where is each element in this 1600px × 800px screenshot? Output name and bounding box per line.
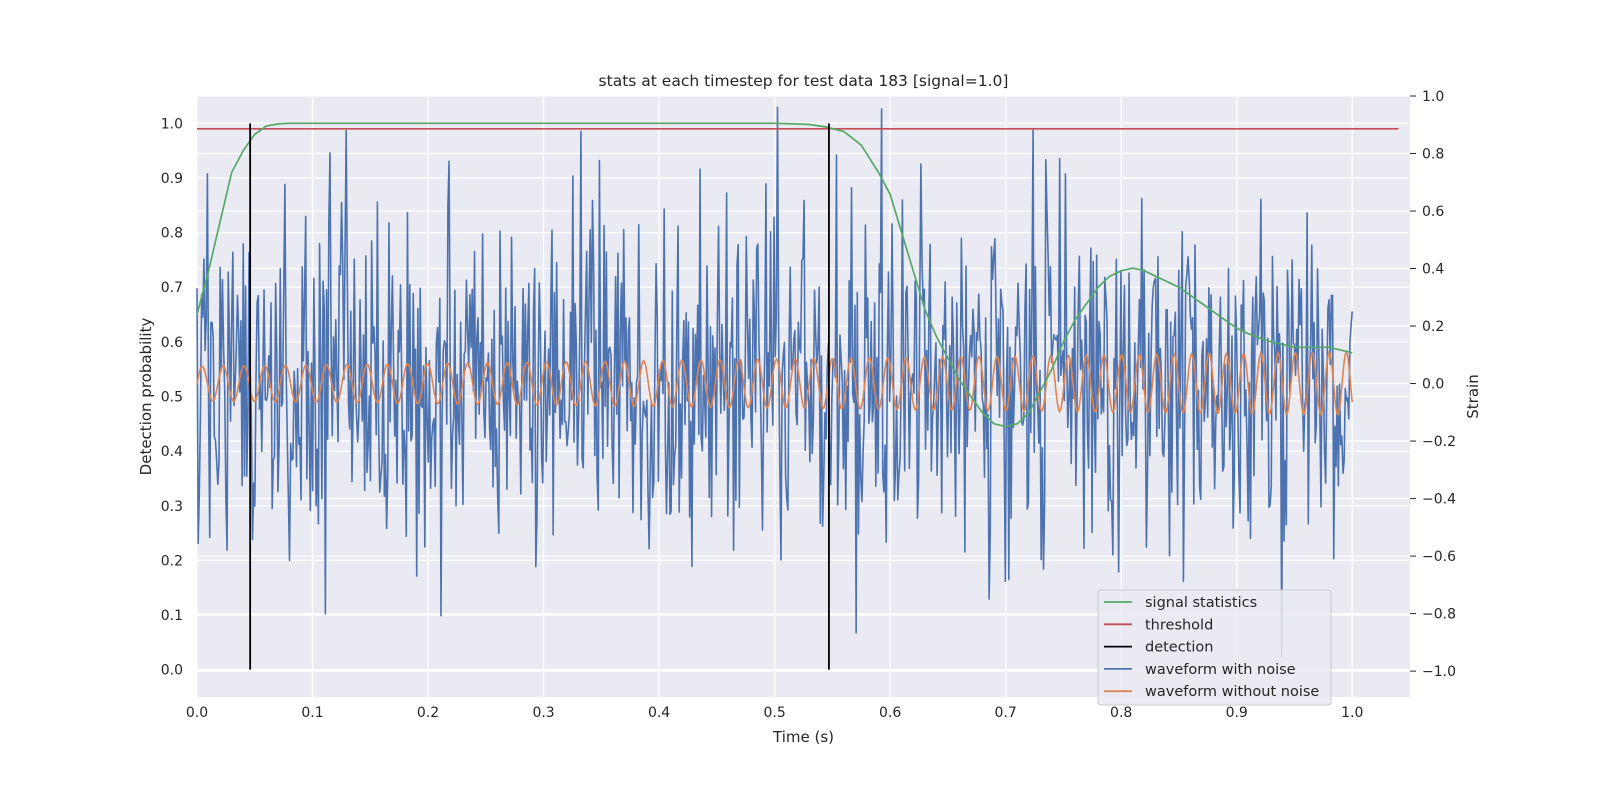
- y-right-tick-label: −0.2: [1422, 434, 1456, 450]
- x-tick-label: 0.0: [186, 705, 208, 721]
- x-tick-label: 0.7: [995, 705, 1017, 721]
- x-tick-label: 0.8: [1110, 705, 1132, 721]
- x-tick-label: 0.3: [532, 705, 554, 721]
- y-tick-label: 0.7: [161, 280, 183, 296]
- legend-label: signal statistics: [1145, 595, 1257, 611]
- x-tick-label: 0.1: [301, 705, 323, 721]
- x-tick-label: 0.4: [648, 705, 670, 721]
- y-axis-right-label: Strain: [1464, 374, 1482, 418]
- y-tick-label: 0.4: [161, 444, 183, 460]
- series-waveform-with-noise: [196, 106, 1354, 658]
- x-axis-label: Time (s): [772, 728, 834, 746]
- series-layer: [196, 106, 1399, 670]
- y-tick-label: 0.0: [161, 663, 183, 679]
- series-signal-statistics: [196, 122, 1353, 428]
- tick-labels: 0.0 0.1 0.2 0.3 0.4 0.5 0.6 0.7 0.8 0.9 1.0 0.0 0.1 0…: [161, 89, 1456, 721]
- y-tick-label: 0.9: [161, 171, 183, 187]
- y-right-tick-label: −0.6: [1422, 549, 1456, 565]
- x-tick-label: 0.9: [1226, 705, 1248, 721]
- y-right-tick-label: 0.6: [1422, 204, 1444, 220]
- chart-title: stats at each timestep for test data 183…: [599, 72, 1009, 90]
- y-tick-label: 0.1: [161, 608, 183, 624]
- x-tick-label: 0.6: [879, 705, 901, 721]
- y-tick-label: 0.5: [161, 390, 183, 406]
- y-right-tick-label: −0.4: [1422, 492, 1456, 508]
- legend-box: [1097, 589, 1332, 706]
- y-right-tick-label: −0.8: [1422, 607, 1456, 623]
- y-right-tick-label: 0.8: [1422, 147, 1444, 163]
- legend-label: waveform without noise: [1145, 684, 1319, 700]
- y-tick-label: 0.2: [161, 553, 183, 569]
- y-right-tick-label: 0.4: [1422, 262, 1444, 278]
- y-tick-label: 0.3: [161, 499, 183, 515]
- y-right-tick-label: −1.0: [1422, 664, 1456, 680]
- y-right-tick-label: 1.0: [1422, 89, 1444, 105]
- legend-label: detection: [1145, 640, 1213, 656]
- y-tick-label: 1.0: [161, 116, 183, 132]
- x-tick-label: 0.2: [417, 705, 439, 721]
- x-tick-label: 1.0: [1341, 705, 1363, 721]
- y-right-tick-label: 0.2: [1422, 319, 1444, 335]
- y-tick-label: 0.6: [161, 335, 183, 351]
- legend-label: threshold: [1145, 617, 1213, 633]
- y-axis-label: Detection probability: [137, 318, 155, 476]
- series-waveform-without-noise: [196, 350, 1354, 417]
- legend: signal statistics threshold detection wavef…: [1097, 589, 1332, 706]
- y-tick-label: 0.8: [161, 226, 183, 242]
- legend-label: waveform with noise: [1145, 662, 1296, 678]
- x-tick-label: 0.5: [763, 705, 785, 721]
- y-right-tick-label: 0.0: [1422, 377, 1444, 393]
